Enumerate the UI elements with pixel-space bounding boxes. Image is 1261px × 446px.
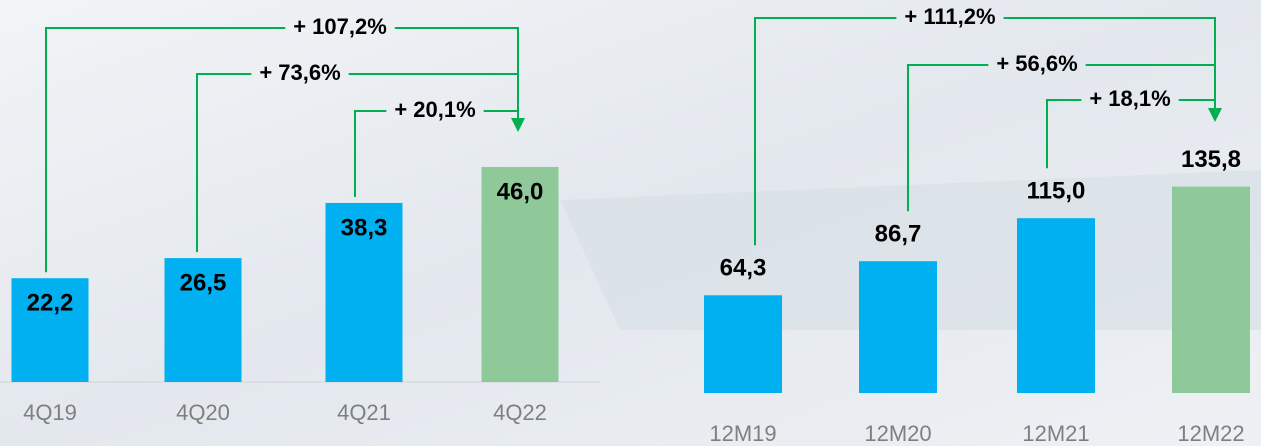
connector	[754, 17, 897, 246]
value-label: 22,2	[27, 290, 74, 317]
connector	[1085, 64, 1216, 110]
value-label: 64,3	[720, 255, 767, 282]
x-tick-label: 4Q19	[23, 400, 77, 425]
growth-annotation: + 73,6%	[259, 60, 340, 85]
value-label: 46,0	[497, 178, 544, 205]
value-label: 26,5	[180, 269, 227, 296]
bar	[164, 258, 242, 382]
x-tick-label: 4Q22	[493, 400, 547, 425]
arrow-head	[511, 118, 525, 132]
growth-annotation: + 56,6%	[996, 51, 1077, 76]
connector	[1046, 99, 1082, 169]
x-tick-label: 12M20	[864, 421, 931, 446]
x-tick-label: 4Q20	[176, 400, 230, 425]
x-tick-label: 12M21	[1022, 421, 1089, 446]
growth-annotation: + 18,1%	[1089, 86, 1170, 111]
connector	[483, 110, 519, 120]
value-label: 135,8	[1181, 146, 1241, 173]
arrow-head	[1208, 108, 1222, 122]
connector	[45, 27, 286, 273]
growth-annotation: + 111,2%	[904, 4, 995, 29]
value-label: 86,7	[875, 221, 922, 248]
connector	[354, 110, 387, 197]
value-label: 115,0	[1027, 178, 1086, 205]
bar	[859, 261, 937, 393]
x-tick-label: 12M19	[709, 421, 776, 446]
bar	[11, 278, 89, 382]
connector	[196, 73, 252, 253]
connector	[907, 64, 989, 212]
connector	[348, 73, 519, 120]
bar	[1172, 186, 1250, 393]
connector	[1178, 99, 1216, 110]
x-tick-label: 4Q21	[337, 400, 391, 425]
bar	[704, 295, 782, 393]
x-tick-label: 12M22	[1177, 421, 1244, 446]
growth-annotation: + 20,1%	[394, 97, 475, 122]
value-label: 38,3	[341, 214, 388, 241]
bar	[325, 202, 403, 382]
bar	[481, 166, 559, 382]
bar	[1017, 218, 1095, 393]
growth-annotation: + 107,2%	[293, 14, 387, 39]
